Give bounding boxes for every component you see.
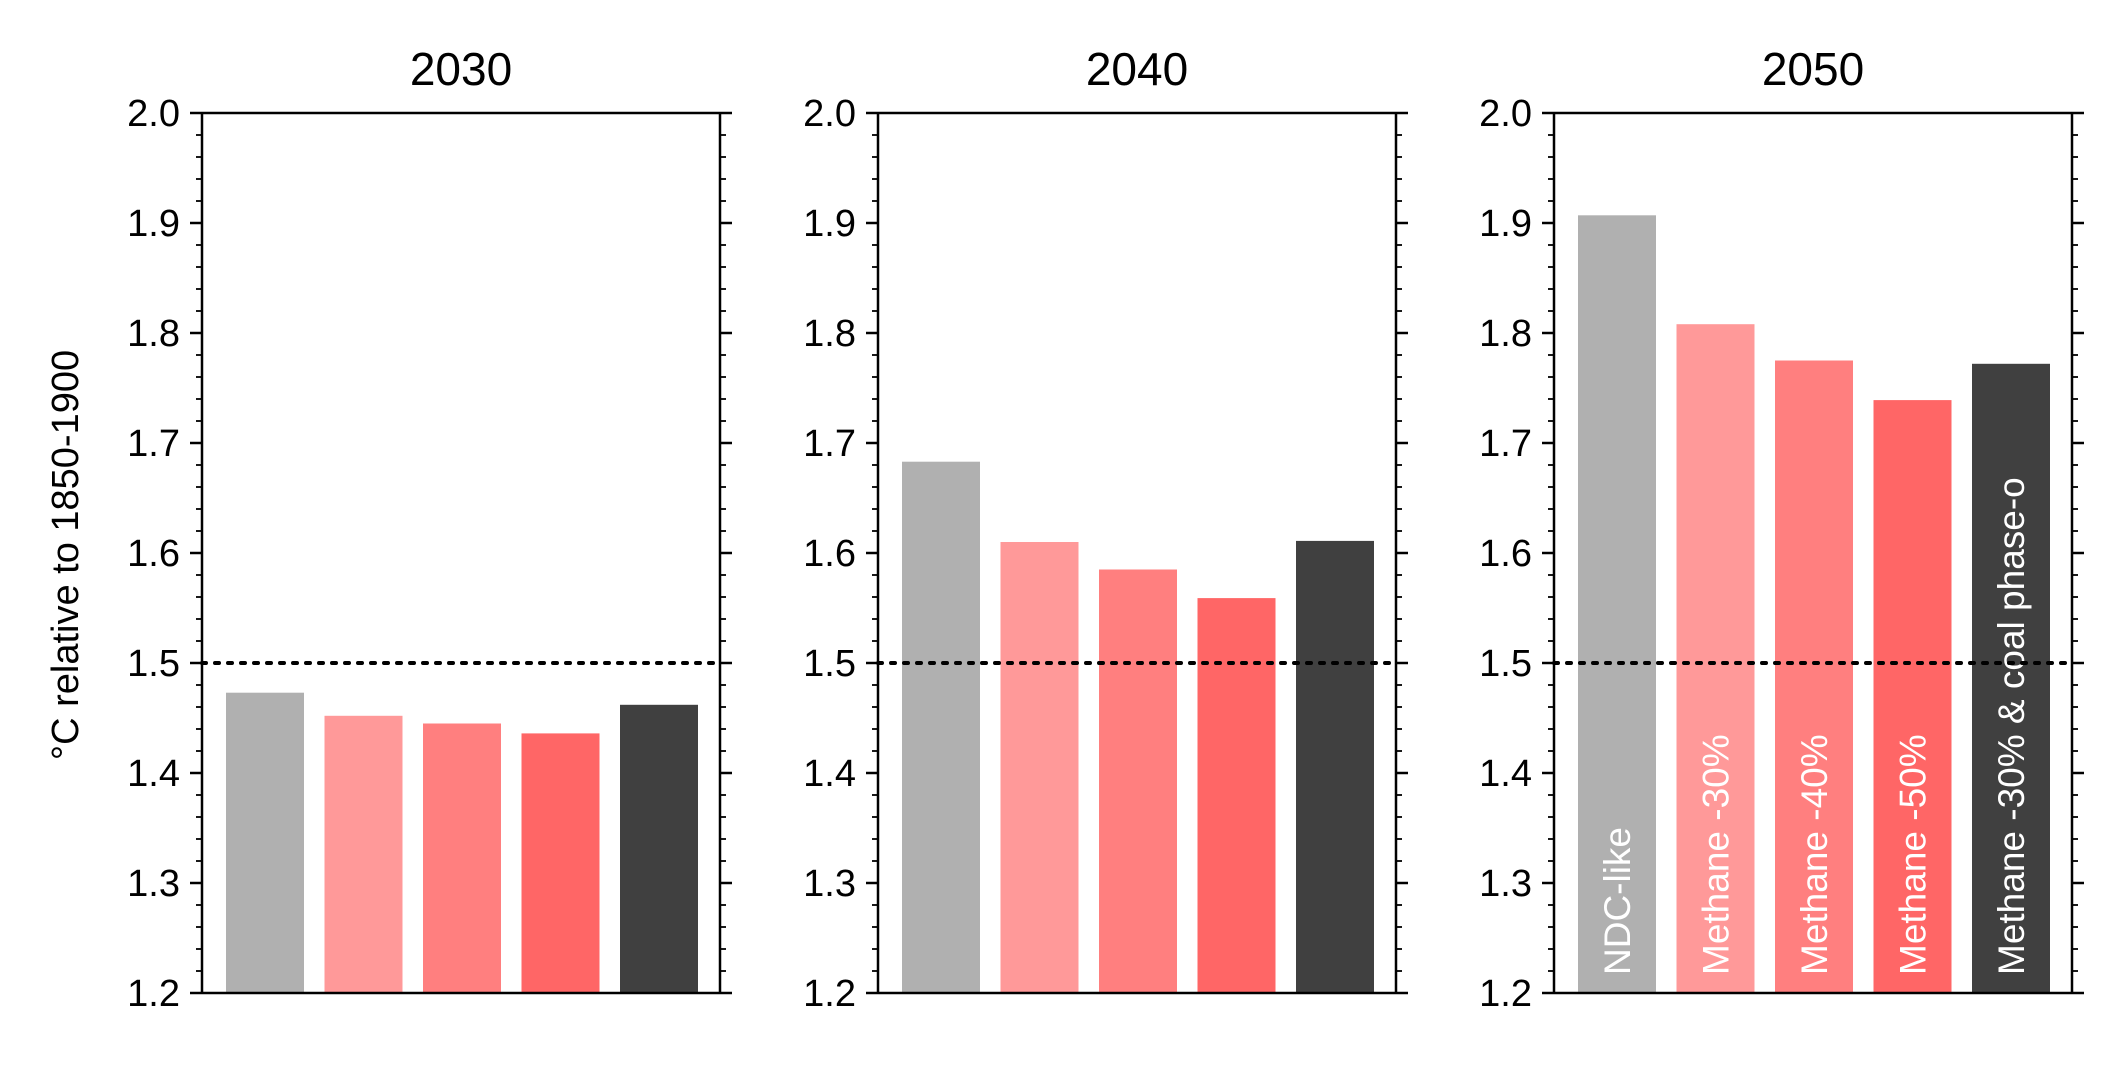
bar-2040-3 <box>1099 569 1177 993</box>
bar-label-3: Methane -40% <box>1794 734 1835 975</box>
panel-2050: 2050 NDC-like Methane -30% Methane -40% Meth… <box>1479 43 2084 1015</box>
y-tick-label-2030: 2.0 <box>127 93 180 135</box>
panel-2040: 2040 1.2 1.3 1.4 1.5 1.6 1.7 1.8 1.9 2.0 <box>803 43 1408 1015</box>
y-tick-label-2050: 1.9 <box>1479 203 1532 245</box>
bar-2040-4 <box>1197 598 1276 993</box>
y-tick-label-2040: 2.0 <box>803 93 856 135</box>
y-tick-label-2030: 1.5 <box>127 643 180 685</box>
bar-2050-4 <box>1873 400 1952 994</box>
y-tick-label-2050: 2.0 <box>1479 93 1532 135</box>
y-tick-label-2050: 1.2 <box>1479 973 1532 1015</box>
y-tick-label-2030: 1.4 <box>127 753 180 795</box>
y-tick-label-2050: 1.4 <box>1479 753 1532 795</box>
y-tick-label-2050: 1.5 <box>1479 643 1532 685</box>
y-tick-label-2050: 1.7 <box>1479 423 1532 465</box>
panel-title-2030: 2030 <box>410 43 512 95</box>
bar-2030-3 <box>423 723 501 993</box>
panel-2030: 2030 1.2 1.3 1.4 1.5 1.6 1.7 1.8 1.9 2.0 <box>127 43 732 1015</box>
bar-2040-2 <box>1000 542 1079 993</box>
y-tick-label-2040: 1.5 <box>803 643 856 685</box>
y-tick-label-2040: 1.6 <box>803 533 856 575</box>
panel-title-2040: 2040 <box>1086 43 1188 95</box>
y-tick-label-2030: 1.6 <box>127 533 180 575</box>
y-tick-label-2040: 1.4 <box>803 753 856 795</box>
bar-2030-2 <box>324 715 403 993</box>
y-tick-label-2050: 1.3 <box>1479 863 1532 905</box>
bar-2030-4 <box>521 733 600 993</box>
bar-label-1: NDC-like <box>1597 827 1638 975</box>
bar-2050-5 <box>1972 363 2050 993</box>
y-tick-label-2050: 1.6 <box>1479 533 1532 575</box>
bar-2050-3 <box>1775 360 1853 993</box>
y-tick-label-2030: 1.7 <box>127 423 180 465</box>
y-tick-label-2030: 1.2 <box>127 973 180 1015</box>
y-tick-label-2040: 1.7 <box>803 423 856 465</box>
bar-2040-1 <box>902 461 980 993</box>
y-tick-label-2050: 1.8 <box>1479 313 1532 355</box>
y-tick-label-2030: 1.3 <box>127 863 180 905</box>
y-tick-label-2030: 1.9 <box>127 203 180 245</box>
y-tick-label-2030: 1.8 <box>127 313 180 355</box>
bar-2030-1 <box>226 692 304 993</box>
bar-label-4: Methane -50% <box>1893 734 1934 975</box>
panel-title-2050: 2050 <box>1762 43 1864 95</box>
y-tick-label-2040: 1.9 <box>803 203 856 245</box>
bar-2040-5 <box>1296 540 1374 993</box>
bar-2030-5 <box>620 704 698 993</box>
bar-label-2: Methane -30% <box>1696 734 1737 975</box>
y-tick-label-2040: 1.8 <box>803 313 856 355</box>
y-tick-label-2040: 1.3 <box>803 863 856 905</box>
bar-2050-1 <box>1578 215 1656 994</box>
bar-2050-2 <box>1676 324 1755 993</box>
y-axis-label: °C relative to 1850-1900 <box>45 350 87 760</box>
y-tick-label-2040: 1.2 <box>803 973 856 1015</box>
bar-label-5: Methane -30% & coal phase-o <box>1991 477 2032 975</box>
